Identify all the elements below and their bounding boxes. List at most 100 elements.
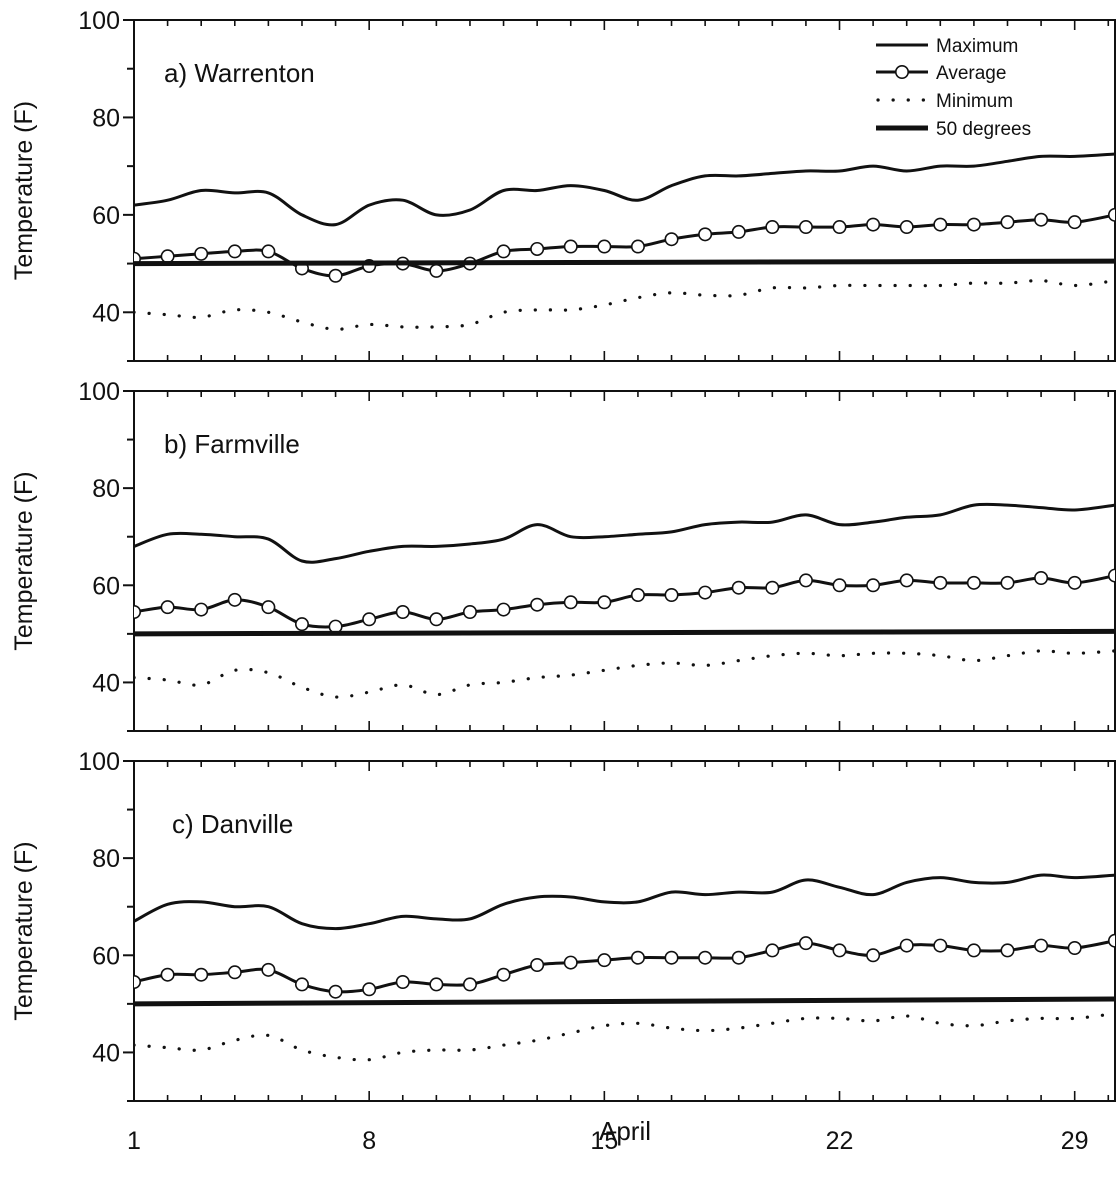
average-point <box>832 578 847 593</box>
average-point <box>765 580 780 595</box>
average-point <box>134 975 141 989</box>
average-point <box>227 592 242 607</box>
average-point <box>832 220 847 235</box>
average-point <box>462 604 477 619</box>
y-tick-label: 100 <box>78 748 120 776</box>
average-point <box>933 938 948 953</box>
average-point <box>160 600 175 615</box>
average-point <box>866 578 881 593</box>
panel-title: a) Warrenton <box>164 58 315 88</box>
y-tick-label: 60 <box>92 572 120 600</box>
average-point <box>1000 215 1015 230</box>
average-point <box>765 220 780 235</box>
average-point <box>698 950 713 965</box>
plot-area <box>134 152 1115 331</box>
average-point <box>194 246 209 261</box>
average-point <box>227 244 242 259</box>
average-point <box>530 597 545 612</box>
average-point <box>933 217 948 232</box>
average-point <box>832 943 847 958</box>
average-point <box>597 595 612 610</box>
average-point <box>328 268 343 283</box>
x-tick-label: 8 <box>362 1127 376 1155</box>
panel-frame <box>133 760 1116 1102</box>
x-axis-label: April <box>599 1116 651 1146</box>
x-tick-label: 29 <box>1061 1127 1089 1155</box>
average-point <box>1108 207 1115 222</box>
average-point <box>362 982 377 997</box>
average-point <box>798 573 813 588</box>
average-point <box>664 587 679 602</box>
y-tick-label: 40 <box>92 669 120 697</box>
average-point <box>1108 933 1115 948</box>
average-point <box>798 936 813 951</box>
y-tick-label: 40 <box>92 299 120 327</box>
series-line-50-degrees <box>134 258 1115 267</box>
average-point <box>798 220 813 235</box>
average-point <box>866 217 881 232</box>
average-point <box>395 604 410 619</box>
panels-layer: 40 60 80 100 Temperature (F) a) Warrenton Maxi… <box>10 7 1116 1102</box>
average-point <box>294 977 309 992</box>
average-point <box>563 239 578 254</box>
average-point <box>698 227 713 242</box>
average-point <box>496 602 511 617</box>
average-point <box>966 575 981 590</box>
legend-label: 50 degrees <box>936 119 1031 140</box>
panel-title: b) Farmville <box>164 429 300 459</box>
y-tick-label: 100 <box>78 378 120 406</box>
average-point <box>1034 212 1049 227</box>
average-point <box>765 943 780 958</box>
average-point <box>261 600 276 615</box>
average-point <box>899 573 914 588</box>
average-point <box>698 585 713 600</box>
legend-label: Average <box>936 63 1006 84</box>
y-tick-label: 60 <box>92 942 120 970</box>
average-point <box>899 220 914 235</box>
average-point <box>328 984 343 999</box>
average-point <box>899 938 914 953</box>
average-point <box>966 943 981 958</box>
average-point <box>1000 575 1015 590</box>
average-point <box>227 965 242 980</box>
average-point <box>429 263 444 278</box>
average-point <box>933 575 948 590</box>
average-point <box>731 580 746 595</box>
x-tick-labels: 1 8 15 22 29 <box>127 1127 1089 1155</box>
series-line-maximum <box>134 502 1115 564</box>
panel-title: c) Danville <box>172 809 293 839</box>
series-line-maximum <box>134 152 1115 227</box>
average-point <box>261 962 276 977</box>
average-point <box>530 241 545 256</box>
average-point <box>597 239 612 254</box>
average-point <box>194 602 209 617</box>
plot-area <box>134 873 1115 1062</box>
average-point <box>395 974 410 989</box>
average-point <box>966 217 981 232</box>
average-point <box>630 587 645 602</box>
average-point <box>866 948 881 963</box>
legend-label: Maximum <box>936 36 1018 57</box>
average-point <box>294 617 309 632</box>
average-point <box>1067 940 1082 955</box>
y-axis-label: Temperature (F) <box>10 471 38 650</box>
panel-1: 40 60 80 100 Temperature (F) a) Warrenton Maxi… <box>10 7 1116 362</box>
average-point <box>563 955 578 970</box>
average-point <box>731 950 746 965</box>
average-point <box>362 612 377 627</box>
average-point <box>664 232 679 247</box>
panel-frame <box>133 19 1116 362</box>
x-tick-label: 15 <box>590 1127 618 1155</box>
average-point <box>496 244 511 259</box>
average-point <box>429 977 444 992</box>
series-line-50-degrees <box>134 628 1115 637</box>
average-point <box>429 612 444 627</box>
average-point <box>1108 568 1115 583</box>
series-line-minimum <box>134 1012 1115 1062</box>
average-point <box>1034 570 1049 585</box>
x-tick-label: 22 <box>826 1127 854 1155</box>
average-point <box>1067 215 1082 230</box>
average-point <box>1067 575 1082 590</box>
average-point <box>462 977 477 992</box>
